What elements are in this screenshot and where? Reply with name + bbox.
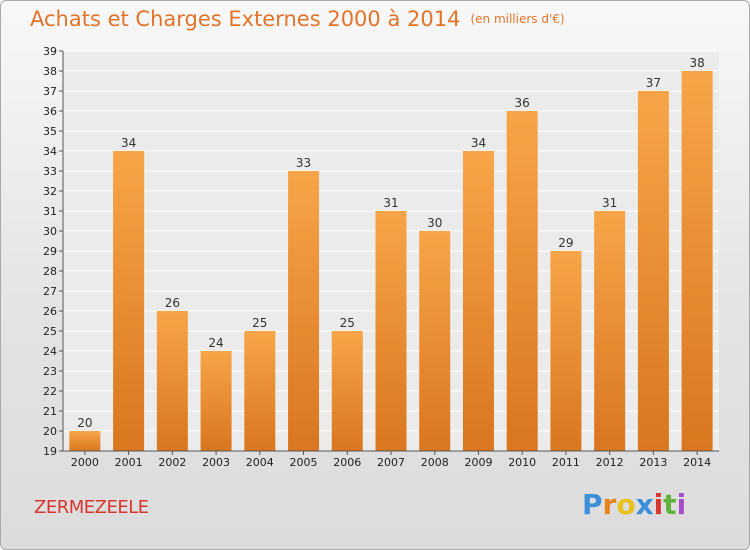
data-label-2011: 29 <box>558 236 573 250</box>
x-tick-label-2008: 2008 <box>421 456 449 469</box>
bar-2012 <box>594 211 626 451</box>
data-label-2003: 24 <box>208 336 223 350</box>
data-label-2002: 26 <box>165 296 180 310</box>
bar-2008 <box>419 231 451 451</box>
data-label-2007: 31 <box>383 196 398 210</box>
x-tick-label-2011: 2011 <box>552 456 580 469</box>
y-tick-label: 19 <box>43 445 57 458</box>
y-tick-label: 36 <box>43 105 57 118</box>
bar-2001 <box>113 151 145 451</box>
bar-2011 <box>550 251 582 451</box>
y-tick-label: 25 <box>43 325 57 338</box>
chart-title-text: Achats et Charges Externes 2000 à 2014 <box>30 7 461 31</box>
y-tick-label: 29 <box>43 245 57 258</box>
x-tick-label-2004: 2004 <box>246 456 274 469</box>
chart-title: Achats et Charges Externes 2000 à 2014 (e… <box>30 7 565 31</box>
data-label-2000: 20 <box>77 416 92 430</box>
y-tick-label: 32 <box>43 185 57 198</box>
x-tick-label-2005: 2005 <box>290 456 318 469</box>
data-label-2008: 30 <box>427 216 442 230</box>
x-tick-label-2000: 2000 <box>71 456 99 469</box>
y-tick-label: 34 <box>43 145 57 158</box>
y-tick-label: 33 <box>43 165 57 178</box>
y-tick-label: 21 <box>43 405 57 418</box>
x-tick-label-2014: 2014 <box>683 456 711 469</box>
y-tick-label: 28 <box>43 265 57 278</box>
bar-2014 <box>681 71 713 451</box>
x-tick-label-2003: 2003 <box>202 456 230 469</box>
data-label-2014: 38 <box>689 56 704 70</box>
data-label-2006: 25 <box>340 316 355 330</box>
data-label-2012: 31 <box>602 196 617 210</box>
y-tick-label: 38 <box>43 65 57 78</box>
y-tick-label: 20 <box>43 425 57 438</box>
bar-2005 <box>288 171 320 451</box>
x-tick-label-2009: 2009 <box>464 456 492 469</box>
logo-letter: i <box>653 488 664 521</box>
proxiti-logo: Proxiti <box>582 488 686 521</box>
y-tick-label: 24 <box>43 345 57 358</box>
logo-letter: t <box>663 488 677 521</box>
bar-2004 <box>244 331 276 451</box>
data-label-2013: 37 <box>646 76 661 90</box>
logo-letter: o <box>616 488 636 521</box>
logo-letter: i <box>676 488 687 521</box>
bar-2007 <box>375 211 407 451</box>
logo-letter: x <box>635 488 654 521</box>
y-tick-label: 30 <box>43 225 57 238</box>
chart-unit-label: (en milliers d'€) <box>470 12 565 26</box>
x-tick-label-2002: 2002 <box>158 456 186 469</box>
bar-2010 <box>506 111 538 451</box>
x-tick-label-2010: 2010 <box>508 456 536 469</box>
bar-2009 <box>462 151 494 451</box>
bar-2006 <box>331 331 363 451</box>
y-tick-label: 37 <box>43 85 57 98</box>
data-label-2005: 33 <box>296 156 311 170</box>
bar-2000 <box>69 431 101 451</box>
bar-2013 <box>637 91 669 451</box>
data-label-2004: 25 <box>252 316 267 330</box>
x-tick-label-2007: 2007 <box>377 456 405 469</box>
x-tick-label-2013: 2013 <box>639 456 667 469</box>
y-tick-label: 23 <box>43 365 57 378</box>
data-label-2001: 34 <box>121 136 136 150</box>
data-label-2010: 36 <box>515 96 530 110</box>
y-tick-label: 31 <box>43 205 57 218</box>
y-tick-label: 39 <box>43 45 57 58</box>
x-tick-label-2012: 2012 <box>596 456 624 469</box>
logo-letter: r <box>602 488 617 521</box>
x-tick-label-2001: 2001 <box>115 456 143 469</box>
town-name: ZERMEZEELE <box>34 497 149 518</box>
y-tick-label: 35 <box>43 125 57 138</box>
logo-letter: P <box>582 488 603 521</box>
y-tick-label: 26 <box>43 305 57 318</box>
y-tick-label: 22 <box>43 385 57 398</box>
bar-2002 <box>156 311 188 451</box>
data-label-2009: 34 <box>471 136 486 150</box>
x-tick-label-2006: 2006 <box>333 456 361 469</box>
y-tick-label: 27 <box>43 285 57 298</box>
bar-2003 <box>200 351 232 451</box>
